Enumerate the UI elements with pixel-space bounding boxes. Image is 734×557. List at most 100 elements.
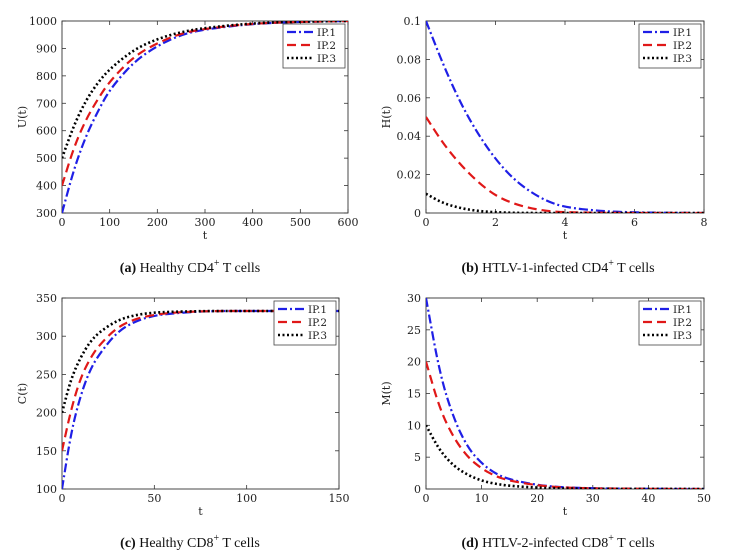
caption-label: (c) — [120, 536, 139, 551]
legend: IP.1IP.2IP.3 — [282, 23, 346, 69]
panel-a: 0 100 200 300 400 500 600 300 400 500 600 700 800 900… — [16, 15, 359, 276]
legend-label: IP.1 — [317, 27, 336, 39]
caption-label: (b) — [461, 261, 482, 276]
panel-c: 0 50 100 150 100 150 200 250 300 350 t C(t) IP.1IP.2… — [16, 292, 350, 551]
x-tick-label: 600 — [338, 216, 359, 229]
panel-caption: (a) Healthy CD4+ T cells — [120, 258, 260, 276]
caption-superscript: + — [608, 258, 614, 269]
y-tick-label: 0.08 — [397, 53, 422, 66]
y-tick-label: 0 — [414, 483, 421, 496]
caption-suffix: T cells — [614, 536, 655, 551]
y-tick-label: 500 — [36, 152, 57, 165]
caption-suffix: T cells — [220, 261, 261, 276]
y-axis-label: C(t) — [16, 383, 29, 404]
legend: IP.1IP.2IP.3 — [638, 300, 702, 346]
x-tick-label: 10 — [475, 492, 489, 505]
legend-label: IP.3 — [673, 53, 692, 65]
legend-label: IP.1 — [308, 304, 327, 316]
caption-superscript: + — [214, 258, 220, 269]
caption-label: (a) — [120, 261, 140, 276]
x-tick-label: 150 — [329, 492, 350, 505]
y-tick-label: 20 — [407, 356, 421, 369]
series-line-ip3 — [62, 21, 348, 159]
legend: IP.1IP.2IP.3 — [273, 300, 337, 346]
x-tick-label: 0 — [59, 492, 66, 505]
x-tick-label: 30 — [586, 492, 600, 505]
panel-caption: (d) HTLV-2-infected CD8+ T cells — [461, 533, 654, 551]
caption-suffix: T cells — [219, 536, 260, 551]
y-tick-label: 25 — [407, 324, 421, 337]
y-tick-label: 300 — [36, 330, 57, 343]
x-tick-label: 200 — [147, 216, 168, 229]
y-tick-label: 400 — [36, 180, 57, 193]
y-tick-label: 1000 — [29, 15, 57, 28]
series-line-ip3 — [426, 424, 704, 489]
y-tick-label: 800 — [36, 70, 57, 83]
y-tick-label: 30 — [407, 292, 421, 305]
x-tick-label: 0 — [423, 492, 430, 505]
x-tick-label: 300 — [195, 216, 216, 229]
x-tick-label: 50 — [697, 492, 711, 505]
x-tick-label: 6 — [631, 216, 638, 229]
x-axis-label: t — [563, 229, 568, 242]
x-tick-label: 50 — [147, 492, 161, 505]
y-tick-label: 350 — [36, 292, 57, 305]
x-tick-label: 20 — [530, 492, 544, 505]
x-tick-label: 4 — [562, 216, 569, 229]
y-tick-label: 0.04 — [397, 130, 422, 143]
y-axis-label: H(t) — [380, 106, 393, 129]
y-tick-label: 0.06 — [397, 92, 422, 105]
caption-superscript: + — [213, 533, 219, 544]
caption-text: Healthy CD8 — [139, 536, 213, 551]
legend-label: IP.2 — [317, 40, 336, 52]
y-tick-label: 0 — [414, 207, 421, 220]
y-tick-label: 0.1 — [404, 15, 422, 28]
x-tick-label: 100 — [99, 216, 120, 229]
legend: IP.1IP.2IP.3 — [638, 23, 702, 69]
x-axis-label: t — [203, 229, 208, 242]
panel-d: 0 10 20 30 40 50 0 5 10 15 20 25 30 t M(t) IP.1IP.2IP.3… — [380, 292, 711, 551]
y-tick-label: 200 — [36, 407, 57, 420]
panel-caption: (c) Healthy CD8+ T cells — [120, 533, 260, 551]
x-tick-label: 8 — [701, 216, 708, 229]
y-axis-label: U(t) — [16, 106, 29, 128]
x-tick-label: 2 — [492, 216, 499, 229]
y-axis-label: M(t) — [380, 381, 393, 405]
y-tick-label: 600 — [36, 125, 57, 138]
caption-text: HTLV-1-infected CD4 — [482, 261, 608, 276]
caption-text: Healthy CD4 — [140, 261, 214, 276]
legend-label: IP.1 — [673, 304, 692, 316]
caption-suffix: T cells — [614, 261, 655, 276]
y-tick-label: 250 — [36, 368, 57, 381]
caption-label: (d) — [461, 536, 482, 551]
y-tick-label: 700 — [36, 97, 57, 110]
panel-b: 0 2 4 6 8 0 0.02 0.04 0.06 0.08 0.1 t H(t) IP.1IP.2IP… — [380, 15, 708, 276]
legend-label: IP.3 — [317, 53, 336, 65]
series-line-ip3 — [426, 192, 704, 213]
caption-superscript: + — [608, 533, 614, 544]
legend-label: IP.2 — [308, 317, 327, 329]
series-line-ip3 — [62, 309, 339, 413]
y-tick-label: 5 — [414, 451, 421, 464]
y-tick-label: 100 — [36, 483, 57, 496]
legend-label: IP.2 — [673, 317, 692, 329]
series-line-ip1 — [62, 309, 339, 489]
caption-text: HTLV-2-infected CD8 — [482, 536, 608, 551]
x-tick-label: 0 — [59, 216, 66, 229]
panel-caption: (b) HTLV-1-infected CD4+ T cells — [461, 258, 654, 276]
legend-label: IP.3 — [673, 330, 692, 342]
series-line-ip2 — [62, 309, 339, 452]
y-tick-label: 900 — [36, 42, 57, 55]
x-tick-label: 0 — [423, 216, 430, 229]
x-axis-label: t — [563, 505, 568, 518]
legend-label: IP.3 — [308, 330, 327, 342]
y-tick-label: 15 — [407, 388, 421, 401]
legend-label: IP.2 — [673, 40, 692, 52]
y-tick-label: 10 — [407, 419, 421, 432]
x-tick-label: 500 — [290, 216, 311, 229]
x-tick-label: 40 — [641, 492, 655, 505]
y-tick-label: 150 — [36, 445, 57, 458]
y-tick-label: 300 — [36, 207, 57, 220]
